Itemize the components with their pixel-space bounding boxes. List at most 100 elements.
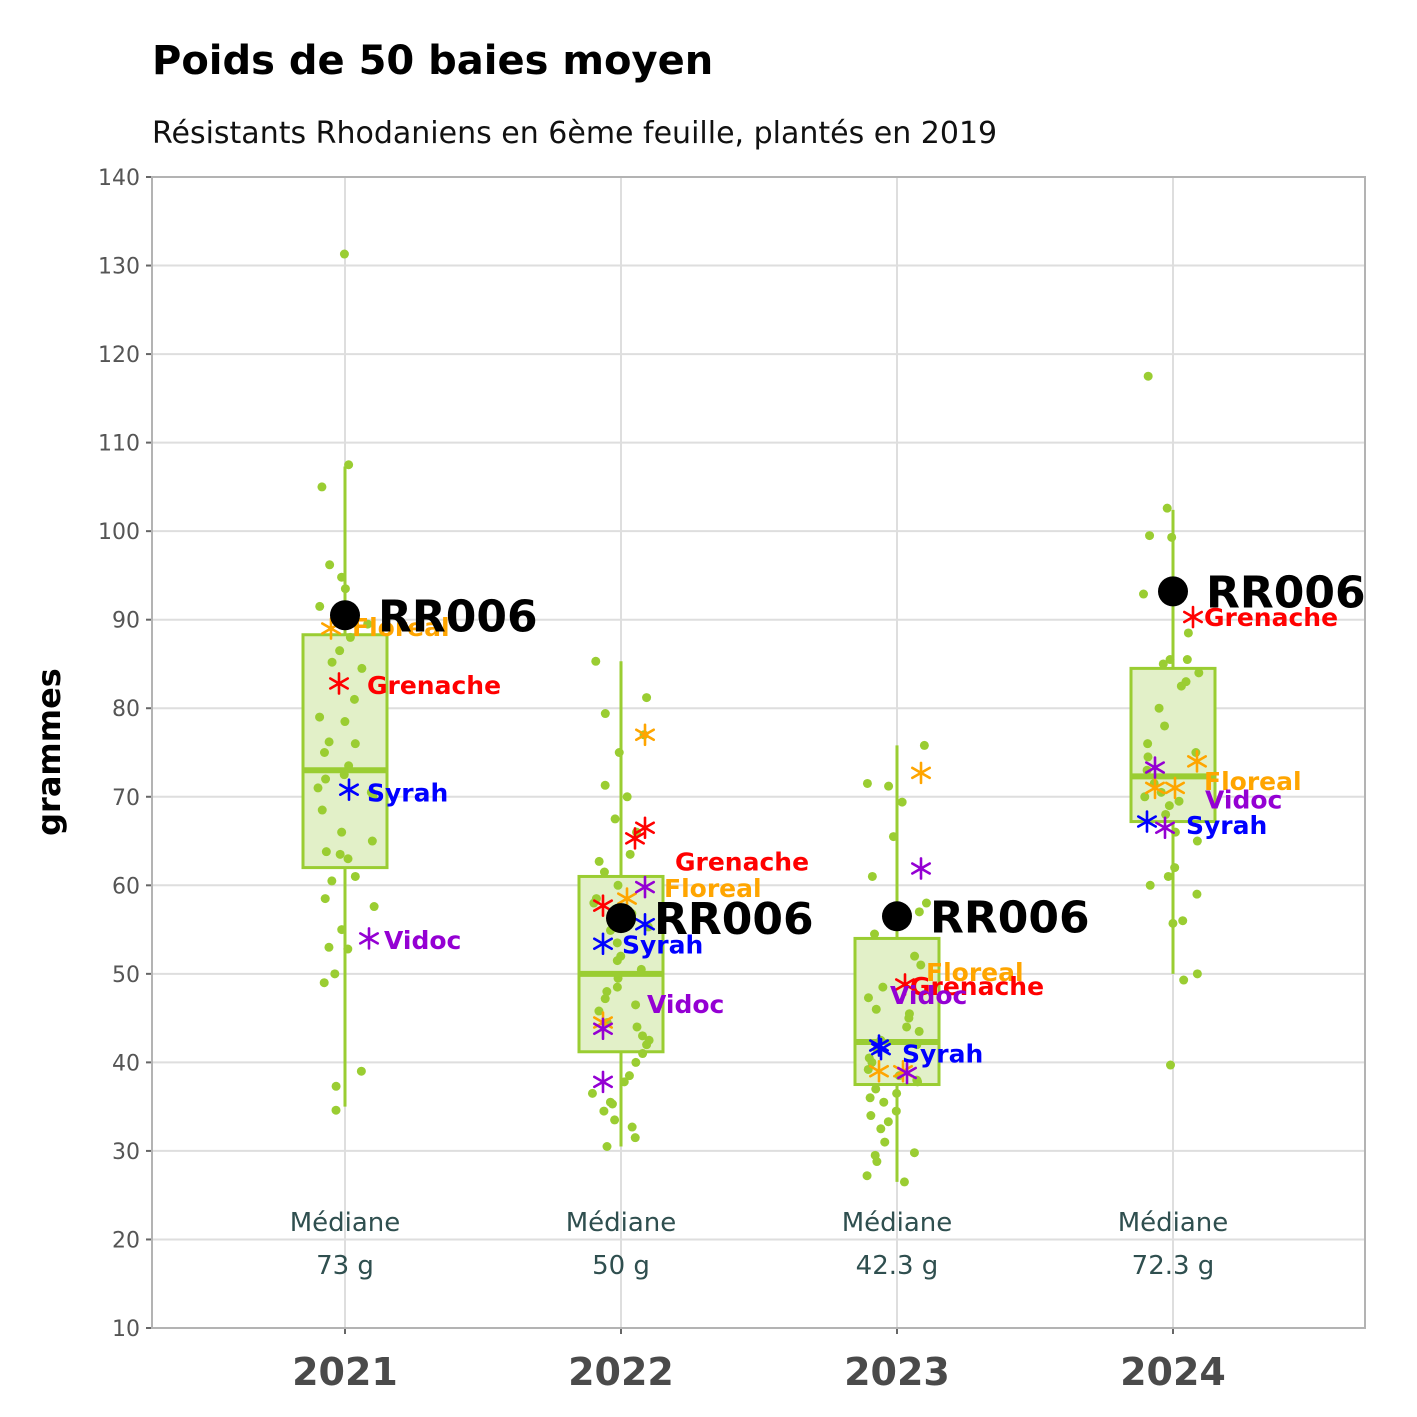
- variety-label: Syrah: [902, 1040, 983, 1069]
- highlight-label: RR006: [930, 892, 1090, 943]
- variety-label: Vidoc: [647, 990, 724, 1019]
- data-point: [317, 805, 327, 815]
- data-point: [902, 1022, 912, 1032]
- star-marker: [1155, 816, 1175, 840]
- data-point: [622, 792, 632, 802]
- variety-label: Syrah: [622, 931, 703, 960]
- data-point: [866, 1111, 876, 1121]
- variety-label: Syrah: [367, 778, 448, 807]
- chart-subtitle: Résistants Rhodaniens en 6ème feuille, p…: [152, 116, 997, 151]
- star-marker: [592, 894, 614, 917]
- data-point: [891, 1106, 901, 1116]
- data-point: [1164, 801, 1174, 811]
- data-point: [913, 1077, 923, 1087]
- data-point: [912, 1040, 922, 1050]
- y-tick-label: 50: [112, 963, 140, 988]
- data-point: [610, 1115, 620, 1125]
- star-marker: [896, 1061, 918, 1085]
- data-point: [1179, 975, 1189, 985]
- data-point: [642, 693, 652, 703]
- highlight-markers: RR006 RR006 RR006 RR006: [330, 567, 1366, 945]
- variety-markers: [320, 605, 1207, 1094]
- data-point: [863, 993, 873, 1003]
- data-point: [363, 619, 373, 629]
- data-point: [1154, 703, 1164, 713]
- data-point: [610, 814, 620, 824]
- star-marker: [624, 827, 646, 850]
- star-marker: [870, 1037, 892, 1061]
- data-point: [619, 1077, 629, 1087]
- median-value: 42.3 g: [856, 1251, 939, 1281]
- data-point: [315, 712, 325, 722]
- star-marker: [338, 778, 360, 801]
- data-point: [335, 849, 345, 859]
- data-point: [1166, 1060, 1176, 1070]
- data-point: [337, 925, 347, 935]
- data-point: [871, 1004, 881, 1014]
- data-point: [321, 774, 331, 784]
- median-value: 73 g: [316, 1251, 374, 1281]
- y-tick-label: 140: [98, 166, 140, 191]
- data-point: [331, 1081, 341, 1091]
- data-point: [638, 1049, 648, 1059]
- data-point: [1145, 531, 1155, 541]
- data-point: [888, 832, 898, 842]
- data-point: [876, 1124, 886, 1134]
- data-point: [1143, 371, 1153, 381]
- y-tick-label: 80: [112, 697, 140, 722]
- data-point: [324, 737, 334, 747]
- data-point: [880, 1137, 890, 1147]
- data-point: [330, 969, 340, 979]
- data-point: [325, 560, 335, 570]
- y-tick-label: 120: [98, 343, 140, 368]
- y-tick-label: 70: [112, 786, 140, 811]
- data-point: [1163, 871, 1173, 881]
- star-marker: [1183, 605, 1203, 629]
- data-point: [317, 482, 327, 492]
- data-point: [1158, 659, 1168, 669]
- star-marker: [358, 927, 380, 950]
- data-point: [315, 601, 325, 611]
- data-point: [870, 929, 880, 939]
- data-point: [345, 632, 355, 642]
- data-point: [600, 780, 610, 790]
- data-point: [910, 951, 920, 961]
- data-point: [1140, 792, 1150, 802]
- median-annotations: Médiane 73 g Médiane 50 g Médiane 42.3 g Média…: [290, 1208, 1229, 1281]
- data-point: [642, 1040, 652, 1050]
- highlight-label: RR006: [654, 894, 814, 945]
- data-point: [1192, 836, 1202, 846]
- data-point: [343, 944, 353, 954]
- data-point: [612, 982, 622, 992]
- data-point: [602, 987, 612, 997]
- variety-label: Syrah: [1186, 811, 1267, 840]
- data-point: [625, 849, 635, 859]
- data-point: [914, 907, 924, 917]
- data-point: [1170, 863, 1180, 873]
- data-point: [1170, 827, 1180, 837]
- data-point: [368, 792, 378, 802]
- data-point: [632, 1022, 642, 1032]
- data-point: [630, 1133, 640, 1143]
- data-point: [1143, 739, 1153, 749]
- data-point: [862, 778, 872, 788]
- data-point: [587, 1088, 597, 1098]
- star-marker: [328, 672, 350, 695]
- variety-labels: FlorealFlorealFlorealFlorealGrenacheGren…: [352, 603, 1338, 1068]
- star-marker: [1145, 756, 1165, 779]
- data-point: [909, 1148, 919, 1158]
- data-point: [599, 867, 609, 877]
- data-point: [337, 827, 347, 837]
- data-point: [599, 1106, 609, 1116]
- data-point: [872, 1157, 882, 1167]
- star-marker: [910, 857, 932, 880]
- data-point: [594, 1006, 604, 1016]
- star-marker: [592, 1070, 614, 1094]
- data-point: [319, 978, 329, 988]
- data-point: [878, 982, 888, 992]
- y-tick-label: 20: [112, 1228, 140, 1253]
- data-point: [335, 646, 345, 656]
- data-point: [631, 1057, 641, 1067]
- star-marker: [868, 1034, 890, 1057]
- variety-label: Vidoc: [384, 926, 461, 955]
